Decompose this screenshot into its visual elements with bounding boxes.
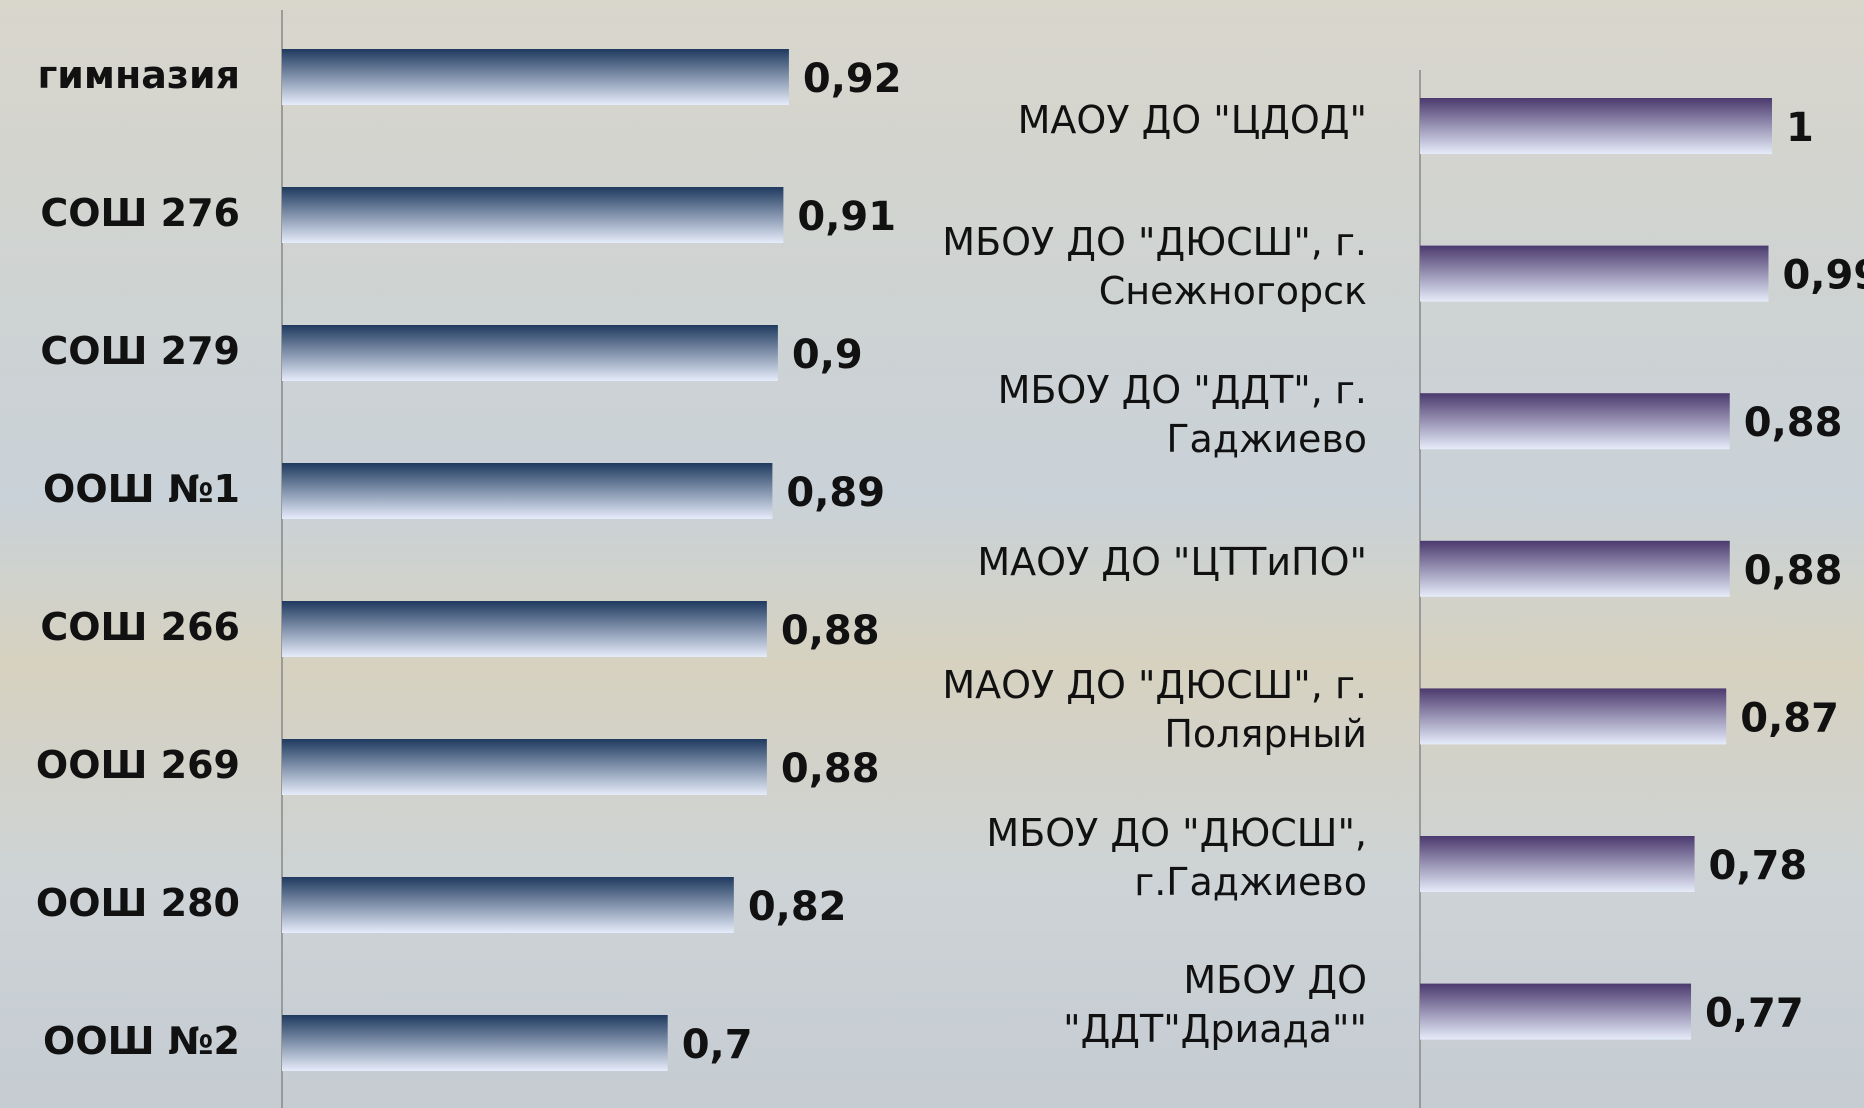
bar	[1420, 98, 1772, 154]
category-label: ООШ №2	[0, 1017, 240, 1066]
bar	[1420, 836, 1695, 892]
bar	[282, 877, 734, 933]
value-label: 0,88	[781, 608, 880, 654]
value-label: 0,7	[682, 1022, 753, 1068]
value-label: 0,78	[1709, 843, 1808, 889]
value-label: 0,91	[797, 194, 896, 240]
bar	[1420, 541, 1730, 597]
value-label: 0,9	[792, 332, 863, 378]
value-label: 0,89	[786, 470, 885, 516]
bar	[282, 325, 778, 381]
value-label: 0,77	[1705, 991, 1804, 1037]
category-label: МБОУ ДО "ДЮСШ", г. Снежногорск	[922, 218, 1367, 317]
category-label: МАОУ ДО "ДЮСШ", г. Полярный	[922, 661, 1367, 760]
bar	[1420, 984, 1691, 1040]
bar	[282, 739, 767, 795]
bar	[282, 49, 789, 105]
bar	[282, 1015, 668, 1071]
value-label: 0,92	[803, 56, 902, 102]
value-label: 0,88	[781, 746, 880, 792]
category-label: ООШ 269	[0, 741, 240, 790]
category-label: МАОУ ДО "ЦТТиПО"	[922, 538, 1367, 587]
category-label: МБОУ ДО "ДДТ", г. Гаджиево	[922, 366, 1367, 465]
value-label: 1	[1786, 105, 1814, 151]
category-label: гимназия	[0, 51, 240, 100]
value-label: 0,88	[1744, 400, 1843, 446]
category-label: МБОУ ДО "ДДТ"Дриада""	[922, 956, 1367, 1055]
category-label: ООШ 280	[0, 879, 240, 928]
value-label: 0,87	[1740, 695, 1839, 741]
bar	[282, 463, 772, 519]
bar	[282, 601, 767, 657]
category-label: СОШ 266	[0, 603, 240, 652]
category-label: ООШ №1	[0, 465, 240, 514]
category-label: СОШ 279	[0, 327, 240, 376]
bar	[282, 187, 783, 243]
category-label: МАОУ ДО "ЦДОД"	[922, 96, 1367, 145]
category-label: СОШ 276	[0, 189, 240, 238]
bar	[1420, 246, 1768, 302]
value-label: 0,82	[748, 884, 847, 930]
page: 0,92 0,91 0,9 0,89 0,88 0,88 0,82 0,7 1 0,99 0,88 0…	[0, 0, 1864, 1108]
bar	[1420, 688, 1726, 744]
bar	[1420, 393, 1730, 449]
category-label: МБОУ ДО "ДЮСШ", г.Гаджиево	[922, 809, 1367, 908]
value-label: 0,99	[1782, 253, 1864, 299]
value-label: 0,88	[1744, 548, 1843, 594]
